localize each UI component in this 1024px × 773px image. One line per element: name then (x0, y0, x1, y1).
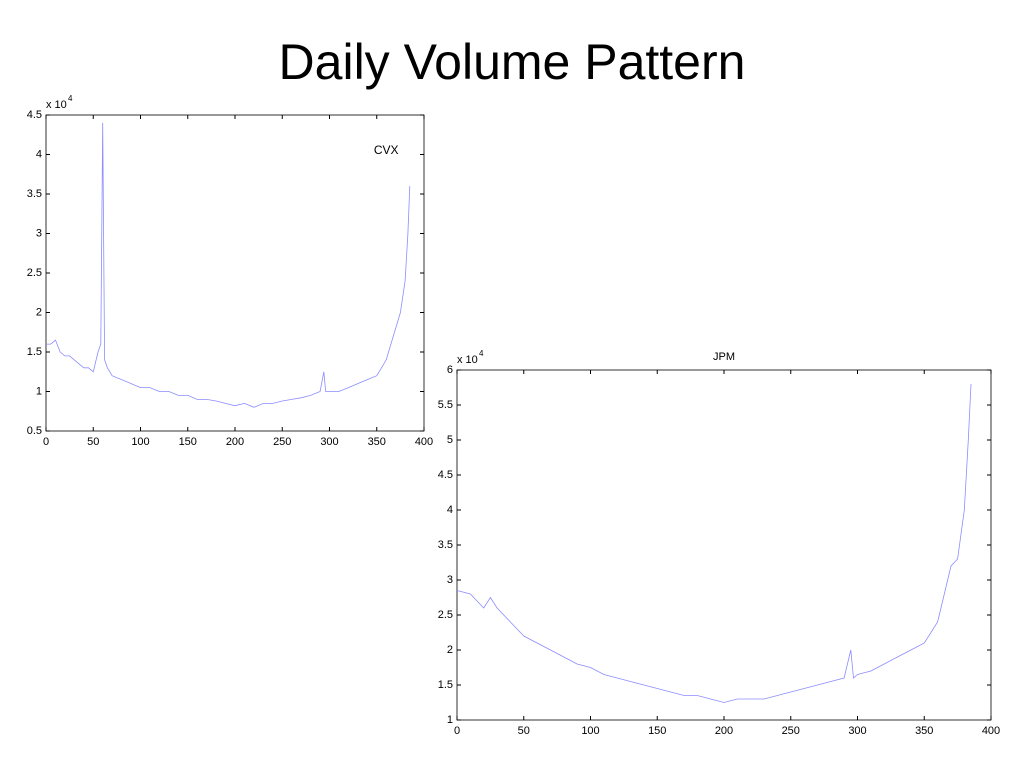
y-tick-label: 5.5 (438, 399, 453, 411)
y-tick-label: 4 (36, 148, 42, 160)
y-tick-label: 2 (447, 644, 453, 656)
x-tick-label: 350 (915, 725, 933, 737)
x-tick-label: 200 (226, 436, 244, 448)
y-tick-label: 4 (447, 504, 453, 516)
y-tick-label: 3.5 (438, 539, 453, 551)
plot-area (45, 114, 425, 432)
x-tick-label: 0 (454, 725, 460, 737)
y-scale-exponent: 4 (68, 94, 73, 103)
y-tick-label: 0.5 (27, 425, 42, 437)
annotation: CVX (374, 143, 399, 157)
x-tick-label: 50 (87, 436, 99, 448)
y-tick-label: 1.5 (438, 679, 453, 691)
y-scale-label: x 10 (46, 99, 67, 111)
y-tick-label: 3 (447, 574, 453, 586)
y-tick-label: 1 (447, 714, 453, 726)
y-tick-label: 2 (36, 306, 42, 318)
x-tick-label: 300 (320, 436, 338, 448)
x-tick-label: 400 (415, 436, 433, 448)
y-tick-label: 2.5 (438, 609, 453, 621)
y-tick-label: 1.5 (27, 346, 42, 358)
x-tick-label: 200 (715, 725, 733, 737)
y-scale-exponent: 4 (479, 349, 484, 358)
x-tick-label: 250 (782, 725, 800, 737)
chart: 0 50 100 150 200 250 300 350 400 0.5 1 1.5 2 2.5 3 3.5 4… (27, 94, 433, 448)
data-line (46, 122, 411, 408)
x-tick-label: 100 (581, 725, 599, 737)
x-tick-label: 300 (848, 725, 866, 737)
y-tick-label: 4.5 (438, 469, 453, 481)
data-line (456, 383, 972, 703)
chart: 0 50 100 150 200 250 300 350 400 1 1.5 2 2.5 3 3.5 4 4.5… (438, 349, 1000, 737)
y-tick-label: 5 (447, 434, 453, 446)
y-scale-label: x 10 (457, 354, 478, 366)
y-tick-label: 2.5 (27, 267, 42, 279)
x-tick-label: 350 (368, 436, 386, 448)
x-tick-label: 50 (518, 725, 530, 737)
y-tick-label: 3 (36, 227, 42, 239)
y-tick-label: 3.5 (27, 188, 42, 200)
y-tick-label: 6 (447, 364, 453, 376)
x-tick-label: 150 (648, 725, 666, 737)
chart-title: JPM (713, 351, 735, 363)
x-tick-label: 100 (131, 436, 149, 448)
x-tick-label: 250 (273, 436, 291, 448)
x-tick-label: 150 (179, 436, 197, 448)
x-tick-label: 400 (982, 725, 1000, 737)
y-tick-label: 4.5 (27, 109, 42, 121)
slide-title: Daily Volume Pattern (279, 34, 746, 90)
x-tick-label: 0 (43, 436, 49, 448)
plot-area (456, 369, 992, 721)
y-tick-label: 1 (36, 385, 42, 397)
